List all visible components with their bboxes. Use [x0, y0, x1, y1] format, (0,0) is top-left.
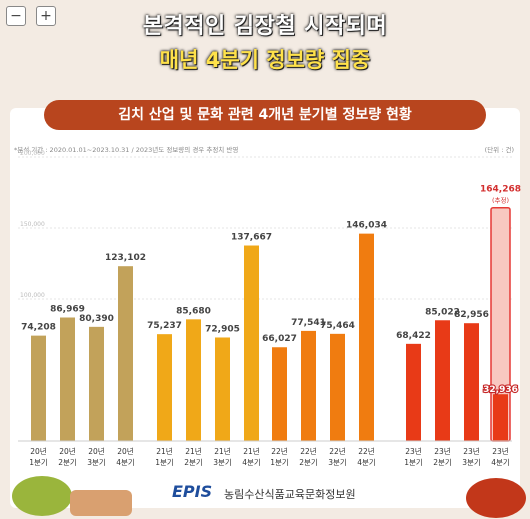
x-tick-label-quarter: 1분기 [404, 458, 423, 467]
x-tick-label-quarter: 4분기 [491, 458, 510, 467]
x-tick-label-year: 22년 [271, 446, 288, 456]
x-tick-label-year: 22년 [358, 446, 375, 456]
data-label: 77,541 [291, 318, 326, 328]
radish-dish-illustration [70, 490, 132, 516]
x-tick-label-year: 21년 [214, 446, 231, 456]
bar [435, 320, 450, 441]
bar [157, 334, 172, 441]
data-label: 82,956 [454, 310, 489, 320]
x-tick-label-quarter: 3분기 [328, 458, 347, 467]
zoom-out-icon: − [10, 8, 22, 24]
kimchi-bowl-illustration [466, 478, 526, 518]
bar [301, 330, 316, 441]
data-label: 85,022 [425, 307, 460, 317]
x-tick-label-quarter: 1분기 [270, 458, 289, 467]
data-label: 66,027 [262, 334, 297, 344]
x-tick-label-year: 20년 [30, 446, 47, 456]
data-label: 86,969 [50, 305, 85, 315]
bar [272, 347, 287, 441]
data-label: 146,034 [346, 221, 387, 231]
x-tick-label-quarter: 2분기 [299, 458, 318, 467]
x-tick-label-year: 20년 [117, 446, 134, 456]
zoom-in-button[interactable]: + [36, 6, 56, 26]
cabbage-bowl-illustration [12, 476, 72, 516]
data-label: 137,667 [231, 233, 272, 243]
x-tick-label-year: 21년 [243, 446, 260, 456]
y-tick-label: 100,000 [20, 292, 45, 299]
y-tick-label: 200,000 [20, 150, 45, 157]
bar [118, 266, 133, 441]
x-tick-label-year: 20년 [88, 446, 105, 456]
bar [186, 319, 201, 441]
bar [89, 326, 104, 441]
estimate-label: 164,268 [480, 185, 521, 195]
organization-name: 농림수산식품교육문화정보원 [224, 488, 356, 501]
data-label: 75,464 [320, 321, 355, 331]
bar [330, 333, 345, 441]
x-tick-label-year: 22년 [300, 446, 317, 456]
chart-subtitle: 김치 산업 및 문화 관련 4개년 분기별 정보량 현황 [44, 100, 486, 130]
bar [359, 233, 374, 441]
data-label: 74,208 [21, 323, 56, 333]
headline-line1: 본격적인 김장철 시작되며 [142, 14, 388, 39]
bar [464, 323, 479, 441]
data-label: 32,936 [483, 385, 518, 395]
x-tick-label-year: 23년 [463, 446, 480, 456]
x-tick-label-year: 23년 [492, 446, 509, 456]
y-tick-label: 150,000 [20, 221, 45, 228]
bar [406, 343, 421, 441]
x-tick-label-quarter: 3분기 [462, 458, 481, 467]
bar [493, 394, 508, 441]
period-note: *분석 기간 : 2020.01.01~2023.10.31 / 2023년도 … [14, 146, 239, 154]
x-tick-label-quarter: 4분기 [242, 458, 261, 467]
x-tick-label-quarter: 3분기 [213, 458, 232, 467]
x-tick-label-year: 23년 [405, 446, 422, 456]
x-tick-label-year: 21년 [185, 446, 202, 456]
x-tick-label-year: 21년 [156, 446, 173, 456]
data-label: 68,422 [396, 331, 431, 341]
x-tick-label-quarter: 4분기 [357, 458, 376, 467]
x-tick-label-quarter: 4분기 [116, 458, 135, 467]
x-tick-label-quarter: 1분기 [29, 458, 48, 467]
headline-line2: 매년 4분기 정보량 집중 [159, 48, 371, 72]
bar [244, 245, 259, 441]
x-tick-label-quarter: 2분기 [433, 458, 452, 467]
zoom-out-button[interactable]: − [6, 6, 26, 26]
estimate-note: (추정) [492, 196, 509, 205]
x-tick-label-quarter: 1분기 [155, 458, 174, 467]
data-label: 123,102 [105, 253, 146, 263]
data-label: 85,680 [176, 306, 211, 316]
bar [31, 335, 46, 441]
zoom-in-icon: + [40, 8, 52, 24]
x-tick-label-year: 20년 [59, 446, 76, 456]
x-tick-label-quarter: 3분기 [87, 458, 106, 467]
bar [60, 317, 75, 441]
data-label: 75,237 [147, 321, 182, 331]
bar [215, 337, 230, 441]
x-tick-label-quarter: 2분기 [58, 458, 77, 467]
epis-logo: EPIS [172, 482, 213, 501]
data-label: 80,390 [79, 314, 114, 324]
x-tick-label-quarter: 2분기 [184, 458, 203, 467]
unit-note: (단위 : 건) [484, 146, 514, 154]
data-label: 72,905 [205, 324, 240, 334]
x-tick-label-year: 22년 [329, 446, 346, 456]
x-tick-label-year: 23년 [434, 446, 451, 456]
